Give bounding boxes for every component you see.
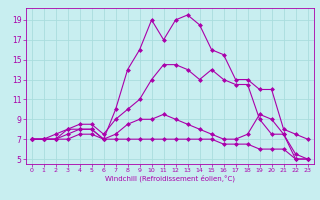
- X-axis label: Windchill (Refroidissement éolien,°C): Windchill (Refroidissement éolien,°C): [105, 175, 235, 182]
